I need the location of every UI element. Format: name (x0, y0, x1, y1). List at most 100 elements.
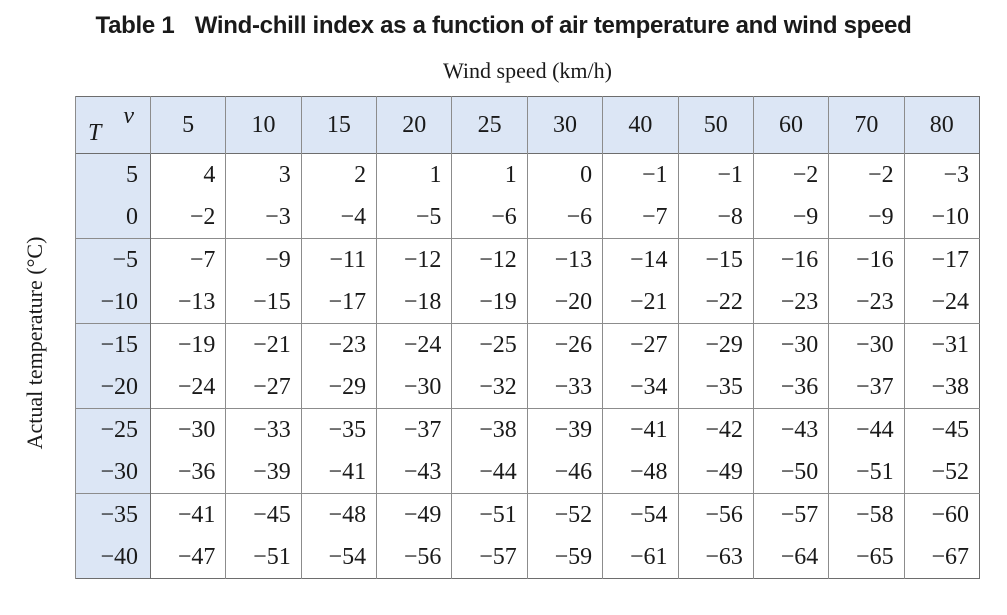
wind-chill-value: −35 (677, 366, 754, 409)
wind-chill-value: −8 (677, 196, 754, 239)
wind-chill-value: −64 (752, 536, 829, 579)
column-axis-label: Wind speed (km/h) (443, 58, 612, 83)
table-row: −5 −7 −9 −11 −12 −12 −13 −14 −15 −16 −16 −17 (75, 238, 980, 281)
wind-chill-value: −51 (225, 536, 302, 579)
wind-chill-value: 4 (149, 153, 226, 196)
wind-chill-value: −57 (752, 493, 829, 536)
wind-chill-table: v T 5 10 15 20 25 30 40 50 60 70 80 5 4 3 2 1 1 0 −1 −1 −2−… (75, 96, 980, 579)
wind-speed-header: 40 (602, 96, 679, 154)
wind-chill-value: −16 (752, 238, 829, 281)
wind-chill-value: −24 (376, 323, 452, 366)
wind-speed-header: 10 (225, 96, 302, 154)
wind-chill-value: −2 (828, 153, 905, 196)
wind-chill-value: −21 (602, 281, 679, 324)
wind-chill-value: −18 (376, 281, 452, 324)
wind-chill-value: −36 (149, 451, 226, 494)
wind-chill-value: −54 (300, 536, 377, 579)
wind-chill-value: −48 (602, 451, 679, 494)
table-row: −15 −19 −21 −23 −24 −25 −26 −27 −29 −30 −30 −31 (75, 323, 980, 366)
wind-chill-value: −7 (149, 238, 226, 281)
wind-chill-value: −41 (602, 408, 679, 451)
wind-speed-header: 15 (300, 96, 377, 154)
wind-chill-value: −29 (300, 366, 377, 409)
wind-chill-value: −48 (300, 493, 377, 536)
wind-chill-value: 3 (225, 153, 302, 196)
wind-chill-value: −10 (903, 196, 980, 239)
wind-speed-header: 25 (451, 96, 528, 154)
wind-chill-value: −46 (526, 451, 603, 494)
corner-cell: v T (75, 96, 151, 154)
wind-chill-value: −41 (300, 451, 377, 494)
wind-chill-value: −52 (526, 493, 603, 536)
table-number: Table 1 (95, 12, 175, 39)
wind-chill-value: −12 (451, 238, 528, 281)
wind-chill-value: −13 (149, 281, 226, 324)
table-row: −30 −36 −39 −41 −43 −44 −46 −48 −49 −50 −51 −52 (75, 451, 980, 494)
wind-chill-value: −2 (752, 153, 829, 196)
table-body: 5 4 3 2 1 1 0 −1 −1 −2 −2 −3 0 −2 −3 −4 −5 −6 −6 −7 −8 −9 −9 −1… (75, 153, 980, 579)
wind-chill-value: −58 (828, 493, 905, 536)
wind-chill-value: 1 (376, 153, 452, 196)
wind-speed-header: 5 (149, 96, 226, 154)
wind-chill-value: −21 (225, 323, 302, 366)
table-row: −35 −41 −45 −48 −49 −51 −52 −54 −56 −57 −58 −60 (75, 493, 980, 536)
wind-chill-value: −13 (526, 238, 603, 281)
wind-chill-value: −44 (828, 408, 905, 451)
temperature-header: −5 (75, 238, 151, 281)
table-caption: Table 1 Wind-chill index as a function o… (0, 12, 1007, 40)
wind-chill-value: −37 (828, 366, 905, 409)
wind-chill-value: −44 (451, 451, 528, 494)
temperature-header: −20 (75, 366, 151, 409)
table-row: −10 −13 −15 −17 −18 −19 −20 −21 −22 −23 −23 −24 (75, 281, 980, 324)
wind-chill-value: −39 (526, 408, 603, 451)
wind-chill-value: −63 (677, 536, 754, 579)
wind-chill-value: −59 (526, 536, 603, 579)
wind-chill-value: −19 (451, 281, 528, 324)
wind-chill-value: −2 (149, 196, 226, 239)
wind-chill-value: −29 (677, 323, 754, 366)
wind-chill-value: −17 (903, 238, 980, 281)
wind-chill-value: −23 (828, 281, 905, 324)
wind-chill-value: −56 (376, 536, 452, 579)
wind-speed-header: 50 (677, 96, 754, 154)
wind-chill-value: −30 (149, 408, 226, 451)
wind-chill-value: −15 (225, 281, 302, 324)
wind-chill-value: −50 (752, 451, 829, 494)
wind-chill-value: −61 (602, 536, 679, 579)
wind-chill-value: −33 (225, 408, 302, 451)
wind-chill-value: −47 (149, 536, 226, 579)
wind-chill-value: −65 (828, 536, 905, 579)
wind-speed-symbol: v (123, 103, 134, 129)
temperature-header: −35 (75, 493, 151, 536)
wind-chill-value: 0 (526, 153, 603, 196)
wind-chill-value: −67 (903, 536, 980, 579)
wind-chill-value: −42 (677, 408, 754, 451)
wind-chill-value: −38 (451, 408, 528, 451)
wind-chill-value: −6 (526, 196, 603, 239)
temperature-header: −15 (75, 323, 151, 366)
wind-chill-value: −41 (149, 493, 226, 536)
wind-chill-value: −3 (903, 153, 980, 196)
wind-speed-header: 70 (828, 96, 905, 154)
header-row: v T 5 10 15 20 25 30 40 50 60 70 80 (75, 96, 980, 154)
table-row: −20 −24 −27 −29 −30 −32 −33 −34 −35 −36 −37 −38 (75, 366, 980, 409)
wind-chill-value: −12 (376, 238, 452, 281)
wind-chill-value: −17 (300, 281, 377, 324)
wind-chill-value: −39 (225, 451, 302, 494)
wind-chill-value: −9 (752, 196, 829, 239)
wind-chill-value: −24 (903, 281, 980, 324)
wind-chill-value: −56 (677, 493, 754, 536)
temperature-symbol: T (88, 120, 102, 146)
wind-chill-value: −22 (677, 281, 754, 324)
wind-chill-value: −9 (225, 238, 302, 281)
wind-chill-value: −23 (300, 323, 377, 366)
wind-chill-value: −20 (526, 281, 603, 324)
temperature-header: −10 (75, 281, 151, 324)
wind-speed-header: 30 (526, 96, 603, 154)
wind-chill-value: −45 (903, 408, 980, 451)
wind-chill-value: −15 (677, 238, 754, 281)
temperature-header: −40 (75, 536, 151, 579)
wind-chill-value: −57 (451, 536, 528, 579)
temperature-header: 0 (75, 196, 151, 239)
wind-speed-header: 20 (376, 96, 452, 154)
